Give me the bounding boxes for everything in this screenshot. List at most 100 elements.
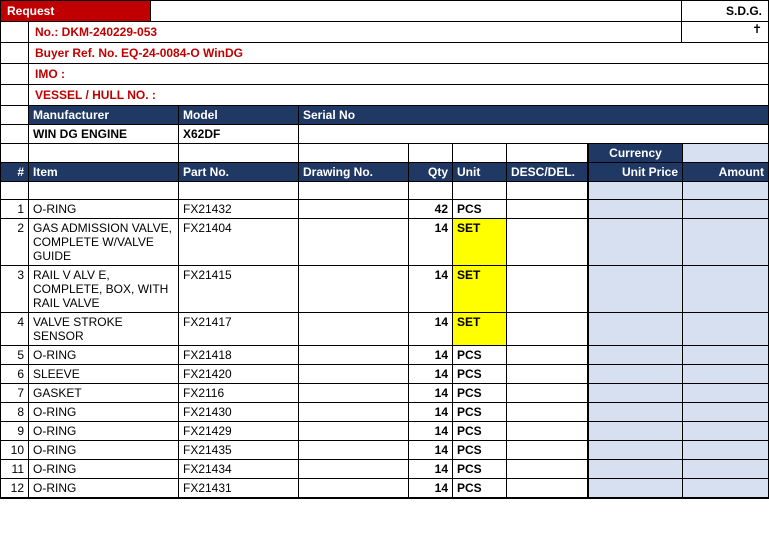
col-item: Item [29, 163, 179, 181]
table-row: 2GAS ADMISSION VALVE, COMPLETE W/VALVE G… [1, 219, 768, 266]
row-item: O-RING [29, 460, 179, 478]
rows-container: 1O-RINGFX2143242PCS2GAS ADMISSION VALVE,… [1, 200, 768, 498]
row-item: O-RING [29, 200, 179, 218]
row-desc [507, 479, 589, 497]
row-unit: PCS [453, 403, 507, 421]
row-unit-price [589, 422, 683, 440]
row-qty: 14 [409, 441, 453, 459]
col-unit-price: Unit Price [589, 163, 683, 181]
row-num: 5 [1, 346, 29, 364]
row-amount [683, 365, 768, 383]
row-unit-price [589, 346, 683, 364]
row-unit: PCS [453, 365, 507, 383]
row-amount [683, 441, 768, 459]
row-num: 9 [1, 422, 29, 440]
mfr-value: WIN DG ENGINE [29, 125, 179, 143]
row-qty: 42 [409, 200, 453, 218]
mfr-header: Manufacturer [29, 106, 179, 124]
col-qty: Qty [409, 163, 453, 181]
row-unit-price [589, 365, 683, 383]
row-drawing [299, 313, 409, 345]
row-unit-price [589, 266, 683, 312]
row-drawing [299, 479, 409, 497]
row-unit: PCS [453, 422, 507, 440]
row-amount [683, 479, 768, 497]
row-amount [683, 403, 768, 421]
serial-header: Serial No [299, 106, 768, 124]
row-unit-price [589, 313, 683, 345]
spacer-row [1, 182, 768, 200]
row-item: GASKET [29, 384, 179, 402]
number-row: No.: DKM-240229-053 ✝ [1, 22, 768, 43]
row-drawing [299, 365, 409, 383]
row-unit-price [589, 200, 683, 218]
row-unit-price [589, 479, 683, 497]
table-row: 9O-RINGFX2142914PCS [1, 422, 768, 441]
row-drawing [299, 384, 409, 402]
request-row: Request S.D.G. [1, 1, 768, 22]
row-desc [507, 441, 589, 459]
row-part: FX21435 [179, 441, 299, 459]
row-drawing [299, 441, 409, 459]
row-qty: 14 [409, 460, 453, 478]
row-amount [683, 266, 768, 312]
currency-label: Currency [589, 144, 683, 162]
col-desc: DESC/DEL. [507, 163, 589, 181]
row-num: 11 [1, 460, 29, 478]
row-drawing [299, 422, 409, 440]
row-item: GAS ADMISSION VALVE, COMPLETE W/VALVE GU… [29, 219, 179, 265]
row-unit: PCS [453, 441, 507, 459]
row-item: SLEEVE [29, 365, 179, 383]
model-value: X62DF [179, 125, 299, 143]
col-unit: Unit [453, 163, 507, 181]
table-row: 10O-RINGFX21435 14PCS [1, 441, 768, 460]
row-num: 6 [1, 365, 29, 383]
buyer-ref: Buyer Ref. No. EQ-24-0084-O WinDG [29, 43, 768, 63]
table-row: 11O-RINGFX2143414PCS [1, 460, 768, 479]
row-unit-price [589, 403, 683, 421]
row-qty: 14 [409, 346, 453, 364]
row-unit: PCS [453, 384, 507, 402]
row-drawing [299, 403, 409, 421]
row-part: FX21431 [179, 479, 299, 497]
row-drawing [299, 200, 409, 218]
row-unit: SET [453, 219, 507, 265]
row-desc [507, 200, 589, 218]
row-unit-price [589, 441, 683, 459]
imo-label: IMO : [29, 64, 768, 84]
row-part: FX21417 [179, 313, 299, 345]
row-desc [507, 384, 589, 402]
row-item: O-RING [29, 441, 179, 459]
table-row: 12O-RINGFX2143114PCS [1, 479, 768, 498]
row-num: 7 [1, 384, 29, 402]
row-drawing [299, 346, 409, 364]
row-num: 10 [1, 441, 29, 459]
col-num: # [1, 163, 29, 181]
row-qty: 14 [409, 219, 453, 265]
row-amount [683, 422, 768, 440]
row-unit-price [589, 384, 683, 402]
row-part: FX2116 [179, 384, 299, 402]
row-part: FX21418 [179, 346, 299, 364]
row-desc [507, 219, 589, 265]
row-qty: 14 [409, 313, 453, 345]
table-row: 1O-RINGFX2143242PCS [1, 200, 768, 219]
vessel-label: VESSEL / HULL NO. : [29, 85, 768, 105]
sdg-label: S.D.G. [682, 1, 768, 21]
row-qty: 14 [409, 422, 453, 440]
row-part: FX21432 [179, 200, 299, 218]
row-unit: SET [453, 266, 507, 312]
vessel-row: VESSEL / HULL NO. : [1, 85, 768, 106]
row-qty: 14 [409, 266, 453, 312]
row-num: 3 [1, 266, 29, 312]
row-amount [683, 460, 768, 478]
row-qty: 14 [409, 479, 453, 497]
col-part: Part No. [179, 163, 299, 181]
row-num: 8 [1, 403, 29, 421]
row-part: FX21420 [179, 365, 299, 383]
request-badge: Request [1, 1, 151, 21]
model-header: Model [179, 106, 299, 124]
request-number: No.: DKM-240229-053 [29, 22, 682, 42]
row-desc [507, 403, 589, 421]
row-desc [507, 422, 589, 440]
